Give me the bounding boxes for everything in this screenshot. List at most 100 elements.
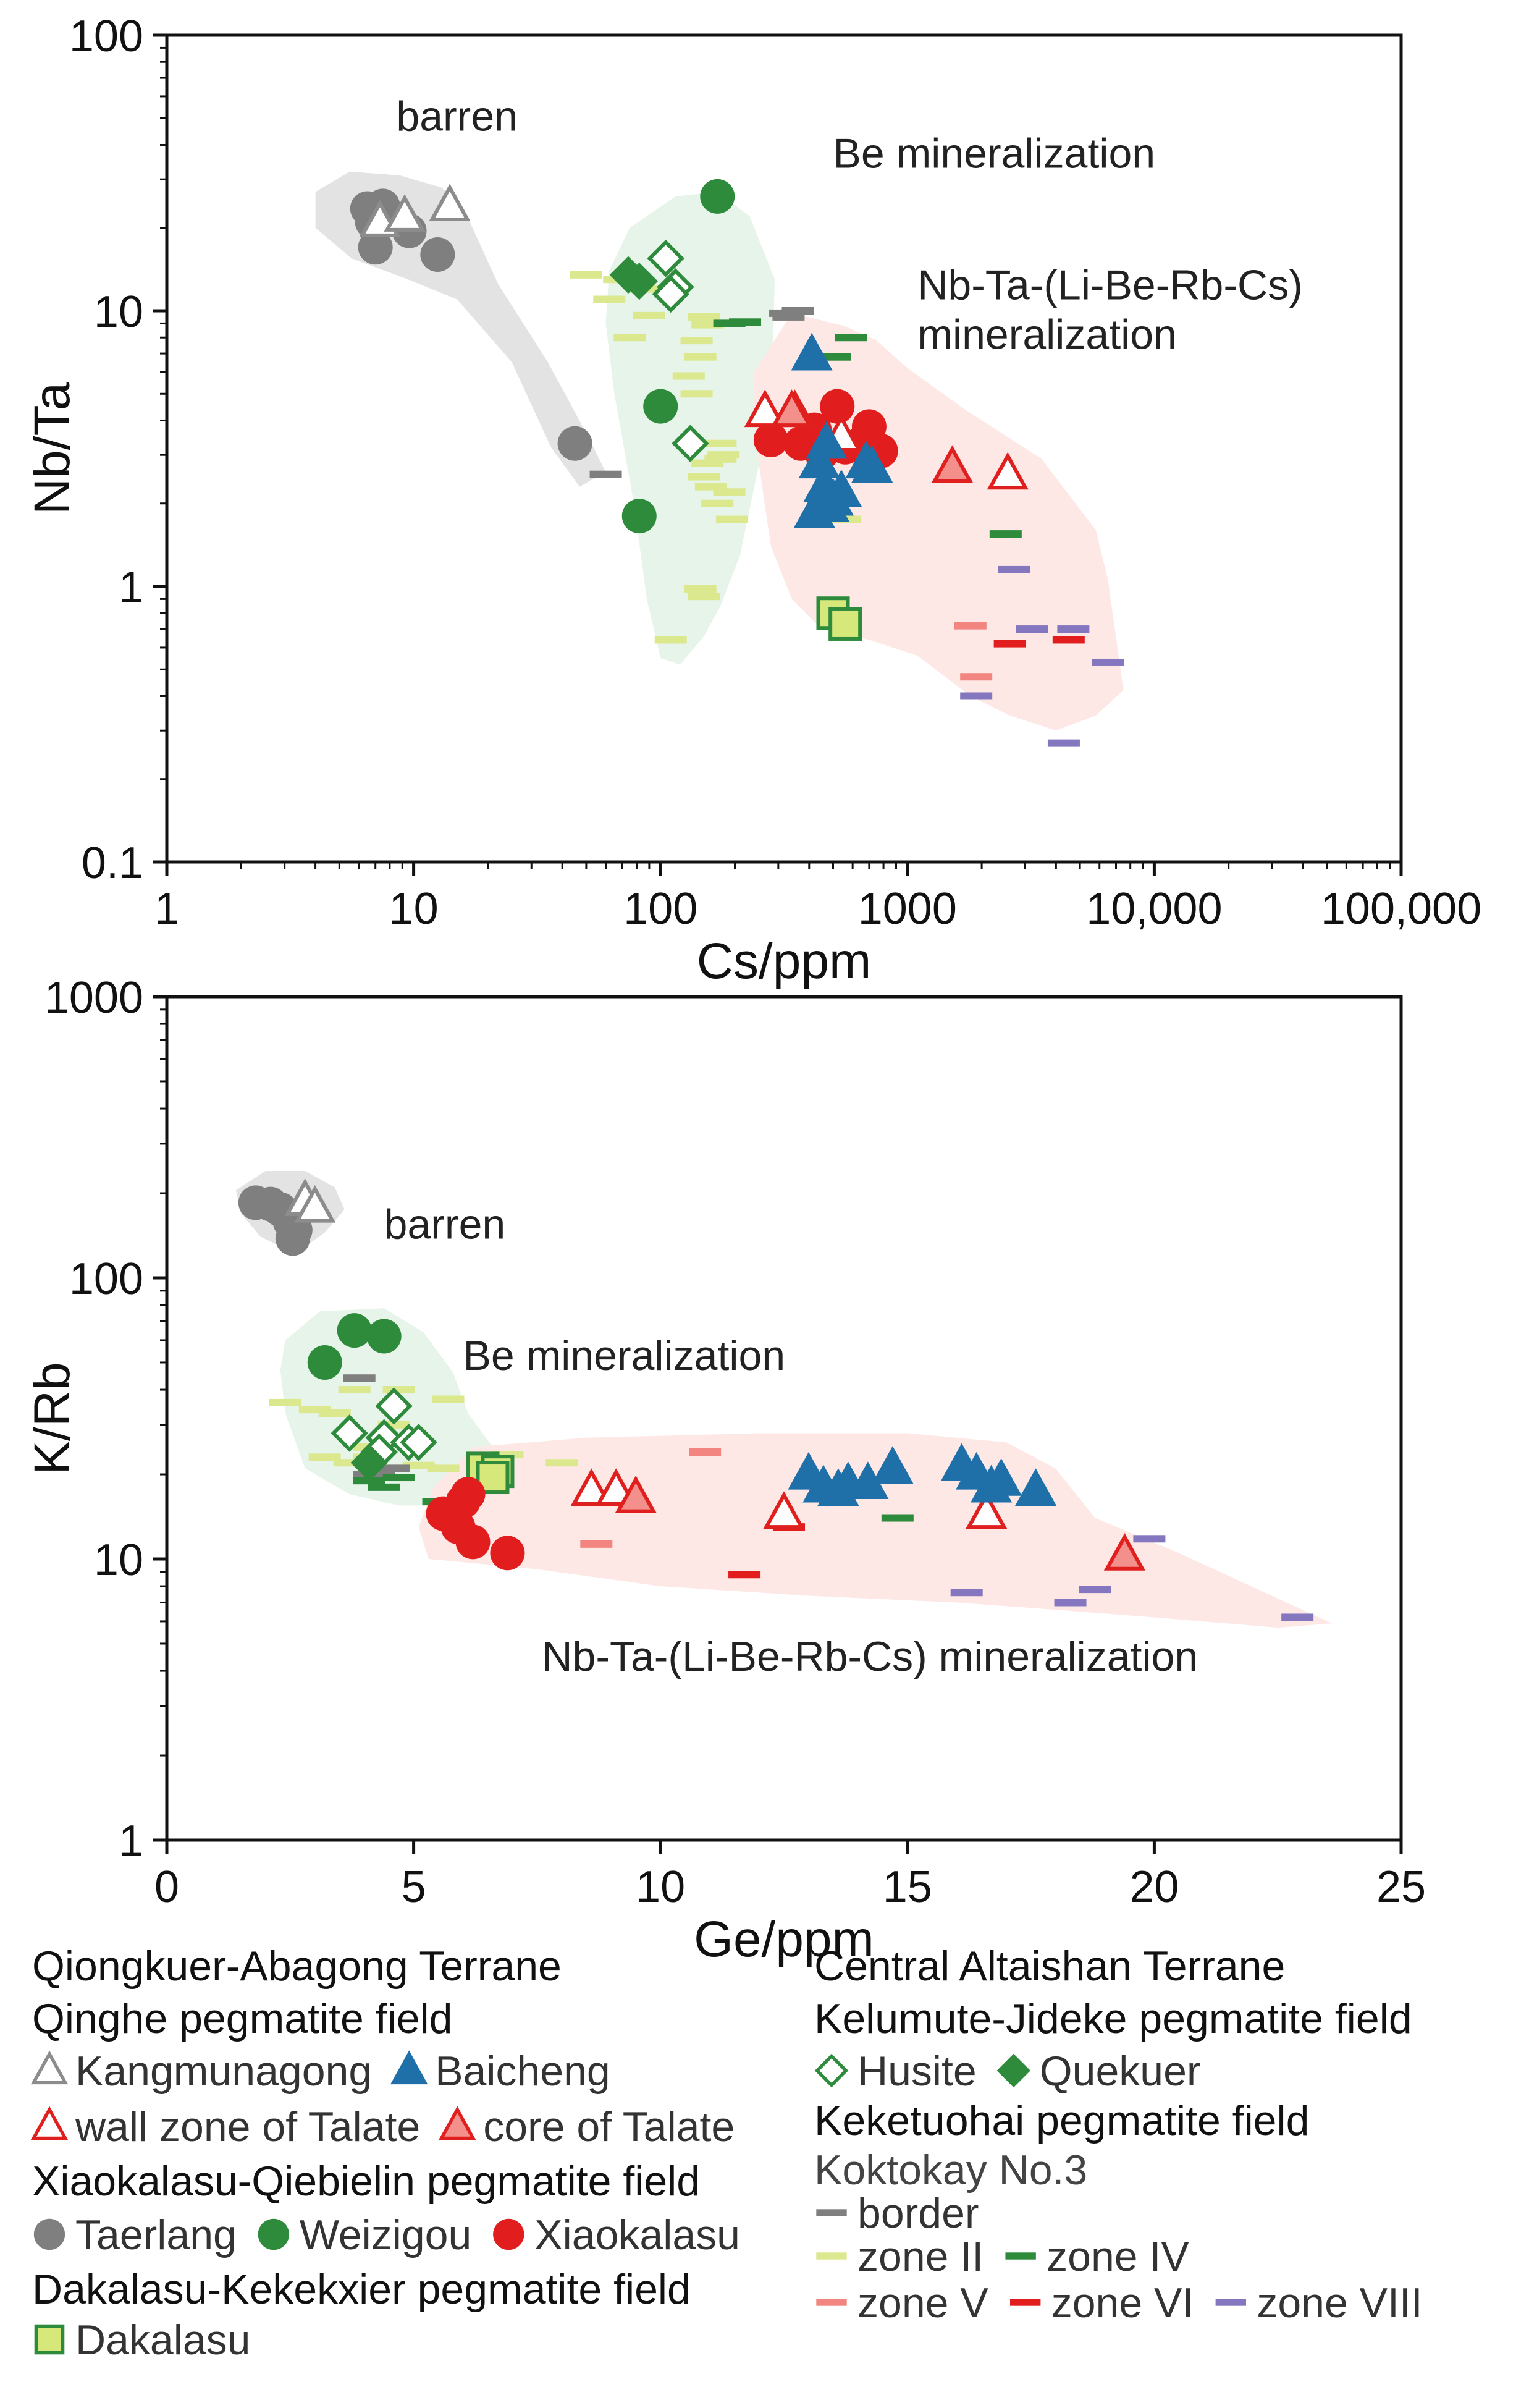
field-nbta bbox=[418, 1433, 1333, 1628]
series-dakalasu bbox=[816, 596, 862, 641]
point-zone-vi-2 bbox=[1052, 636, 1085, 644]
point-zone-iv-3 bbox=[835, 334, 867, 342]
y-tick-label: 100 bbox=[69, 12, 143, 61]
legend-item-zone-viii: zone VIII bbox=[1215, 2279, 1423, 2326]
point-husite-4 bbox=[672, 425, 709, 462]
chart-panel-top: barren Be mineralization Nb-Ta-(Li-Be-Rb-C… bbox=[24, 12, 1481, 989]
series-baicheng bbox=[791, 332, 893, 528]
y-tick-label: 100 bbox=[69, 1254, 143, 1304]
y-tick-label: 10 bbox=[94, 287, 143, 337]
point-zone-ii-20 bbox=[716, 515, 749, 523]
point-weizigou-2 bbox=[643, 389, 678, 424]
point-zone-v-2 bbox=[689, 1448, 722, 1456]
legend-item-wall-zone-of-talate: wall zone of Talate bbox=[30, 2103, 420, 2150]
x-axis-label: Cs/ppm bbox=[697, 933, 872, 989]
y-axis-label: K/Rb bbox=[24, 1362, 80, 1474]
legend-heading: Xiaokalasu-Qiebielin pegmatite field bbox=[32, 2158, 700, 2205]
point-wall-zone-of-talate-1 bbox=[744, 389, 786, 428]
legend-item-kangmunagong: Kangmunagong bbox=[30, 2048, 372, 2095]
point-zone-ii-18 bbox=[694, 483, 727, 491]
point-zone-ii-15 bbox=[691, 459, 724, 467]
series-taerlang bbox=[238, 1185, 313, 1256]
series-wall-zone-of-talate bbox=[570, 1468, 1008, 1529]
x-tick-label: 10,000 bbox=[1086, 884, 1222, 934]
point-zone-ii-14 bbox=[545, 1459, 578, 1467]
y-axis-label: Nb/Ta bbox=[24, 382, 80, 515]
point-zone-ii-11 bbox=[402, 1461, 435, 1469]
legend-item-weizigou: Weizigou bbox=[258, 2212, 471, 2258]
series-zone-ii bbox=[570, 271, 862, 644]
legend-item-zone-ii: zone II bbox=[816, 2233, 984, 2280]
x-axis-label: Ge/ppm bbox=[694, 1911, 874, 1967]
point-taerlang-7 bbox=[557, 426, 592, 461]
field-label-line: Nb-Ta-(Li-Be-Rb-Cs) bbox=[917, 262, 1302, 309]
legend-marker-dakalasu bbox=[34, 2324, 65, 2355]
point-baicheng-10 bbox=[793, 490, 835, 528]
series-kangmunagong bbox=[284, 1178, 336, 1223]
point-kangmunagong-2 bbox=[384, 194, 426, 232]
legend-marker-quekuer bbox=[996, 2053, 1030, 2088]
point-zone-ii-9 bbox=[680, 337, 713, 345]
legend-label: Kangmunagong bbox=[75, 2048, 372, 2095]
point-border-2 bbox=[772, 313, 805, 321]
legend-heading: Central Altaishan Terrane bbox=[814, 1943, 1285, 1990]
x-tick-label: 100 bbox=[623, 884, 697, 934]
point-kangmunagong-2 bbox=[294, 1185, 336, 1223]
point-zone-ii-21 bbox=[684, 585, 717, 593]
point-husite-2 bbox=[331, 1414, 368, 1452]
legend-item-xiaokalasu: Xiaokalasu bbox=[493, 2212, 740, 2258]
point-border-1 bbox=[343, 1374, 376, 1382]
legend-marker-zone-vi bbox=[1010, 2299, 1041, 2306]
x-tick-label: 25 bbox=[1376, 1862, 1426, 1912]
point-taerlang-6 bbox=[420, 237, 455, 272]
series-border bbox=[589, 307, 814, 478]
plot-frame bbox=[165, 995, 1403, 1842]
point-kangmunagong-3 bbox=[429, 184, 471, 222]
x-tick-label: 10 bbox=[636, 1862, 685, 1912]
series-weizigou bbox=[621, 179, 735, 534]
point-core-of-talate-2 bbox=[931, 445, 974, 483]
point-wall-zone-of-talate-3 bbox=[763, 1491, 805, 1529]
legend-heading: Dakalasu-Kekekxier pegmatite field bbox=[32, 2266, 691, 2313]
legend-marker-kangmunagong bbox=[30, 2050, 69, 2085]
point-border-3 bbox=[781, 307, 814, 315]
point-weizigou-1 bbox=[700, 179, 735, 214]
point-zone-iv-2 bbox=[729, 318, 762, 326]
y-tick-label: 1000 bbox=[44, 973, 143, 1023]
series-zone-v bbox=[580, 1448, 722, 1548]
legend-heading: Keketuohai pegmatite field bbox=[814, 2097, 1309, 2144]
point-zone-viii-3 bbox=[1057, 625, 1090, 633]
legend-marker-border bbox=[816, 2209, 847, 2216]
series-zone-iv bbox=[713, 318, 1022, 538]
point-zone-ii-7 bbox=[308, 1453, 341, 1461]
point-xiaokalasu-6 bbox=[490, 1536, 525, 1571]
series-zone-viii bbox=[960, 565, 1124, 747]
point-zone-iv-6 bbox=[881, 1514, 914, 1522]
series-husite bbox=[647, 239, 709, 462]
x-tick-label: 0 bbox=[154, 1862, 179, 1912]
point-baicheng-1 bbox=[791, 332, 833, 371]
point-zone-viii-5 bbox=[1281, 1613, 1314, 1621]
point-zone-viii-1 bbox=[998, 565, 1030, 573]
y-tick-label: 0.1 bbox=[82, 839, 143, 888]
point-quekuer-1 bbox=[350, 1443, 388, 1482]
legend-label: Taerlang bbox=[75, 2212, 237, 2258]
legend-marker-core-of-talate bbox=[438, 2106, 476, 2140]
point-zone-v-1 bbox=[580, 1540, 613, 1548]
point-zone-v-1 bbox=[954, 622, 987, 630]
point-baicheng-10 bbox=[980, 1458, 1022, 1496]
point-baicheng-6 bbox=[872, 1446, 914, 1484]
point-zone-vi-1 bbox=[993, 640, 1026, 648]
legend-item-quekuer: Quekuer bbox=[996, 2048, 1201, 2095]
legend-heading: Kelumute-Jideke pegmatite field bbox=[814, 1995, 1412, 2042]
legend-marker-weizigou bbox=[258, 2218, 290, 2250]
point-zone-viii-1 bbox=[950, 1589, 983, 1597]
point-dakalasu-3 bbox=[476, 1461, 510, 1495]
point-zone-iv-3 bbox=[382, 1474, 415, 1482]
point-border-4 bbox=[377, 1464, 410, 1472]
x-tick-label: 1 bbox=[154, 884, 179, 934]
point-zone-ii-13 bbox=[704, 439, 737, 447]
point-zone-ii-10 bbox=[684, 353, 717, 361]
x-tick-label: 10 bbox=[389, 884, 439, 934]
